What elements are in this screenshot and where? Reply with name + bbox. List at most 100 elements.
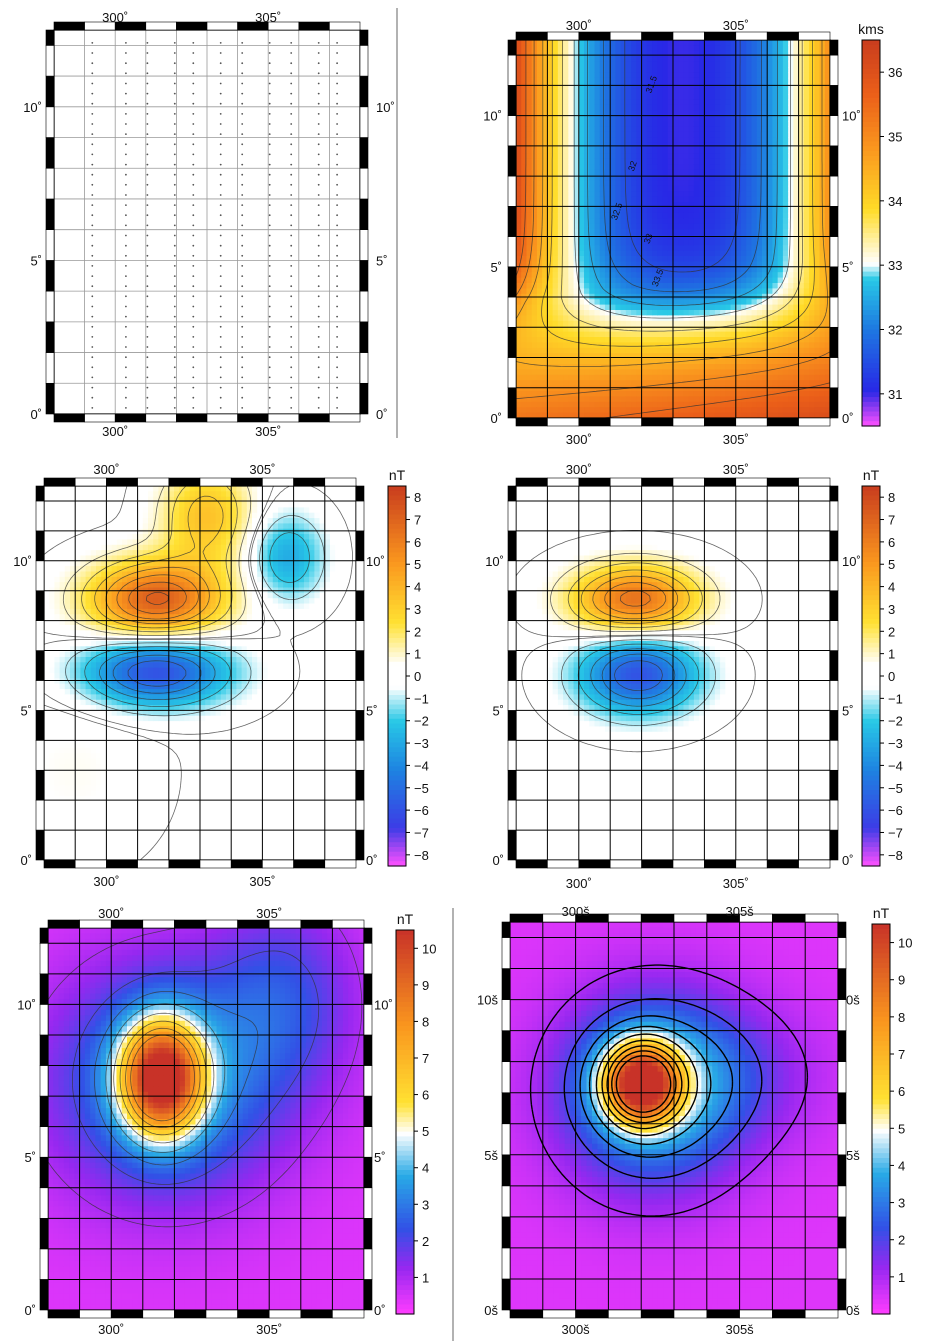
heat-cell — [568, 191, 574, 197]
survey-point — [91, 113, 93, 115]
heat-cell — [804, 153, 810, 159]
survey-point — [147, 72, 149, 74]
heat-cell — [673, 396, 679, 402]
heat-cell — [553, 391, 559, 397]
heat-cell — [704, 137, 710, 143]
heat-cell — [736, 402, 742, 408]
survey-point — [147, 295, 149, 297]
heat-cell — [526, 94, 532, 100]
heat-cell — [704, 224, 710, 230]
heat-cell — [563, 234, 569, 240]
survey-point — [241, 184, 243, 186]
heat-cell — [752, 386, 758, 392]
heat-cell — [652, 288, 658, 294]
heat-cell — [589, 213, 595, 219]
survey-point — [220, 245, 222, 247]
heat-cell — [600, 170, 606, 176]
heat-cell — [663, 364, 669, 370]
heat-cell — [621, 380, 627, 386]
heat-cell — [663, 234, 669, 240]
heat-cell — [778, 299, 784, 305]
survey-point — [91, 255, 93, 257]
heat-cell — [657, 191, 663, 197]
survey-point — [174, 316, 176, 318]
heat-cell — [778, 386, 784, 392]
heat-cell — [710, 105, 716, 111]
heat-cell — [516, 83, 522, 89]
heat-cell — [704, 164, 710, 170]
heat-cell — [615, 137, 621, 143]
heat-cell — [615, 332, 621, 338]
heat-cell — [710, 121, 716, 127]
heat-cell — [553, 337, 559, 343]
survey-point — [290, 377, 292, 379]
heat-cell — [615, 234, 621, 240]
heat-cell — [600, 51, 606, 57]
survey-point — [290, 204, 292, 206]
heat-cell — [799, 229, 805, 235]
heat-cell — [741, 197, 747, 203]
heat-cell — [595, 332, 601, 338]
heat-cell — [715, 105, 721, 111]
survey-point — [290, 306, 292, 308]
heat-cell — [589, 89, 595, 95]
heat-cell — [694, 164, 700, 170]
heat-cell — [568, 342, 574, 348]
heat-cell — [589, 191, 595, 197]
heat-cell — [516, 137, 522, 143]
heat-cell — [600, 94, 606, 100]
survey-point — [241, 52, 243, 54]
heat-cell — [788, 191, 794, 197]
heat-cell — [657, 159, 663, 165]
heat-cell — [621, 159, 627, 165]
survey-point — [269, 285, 271, 287]
heat-cell — [663, 67, 669, 73]
heat-cell — [558, 256, 564, 262]
heat-cell — [526, 67, 532, 73]
survey-point — [220, 295, 222, 297]
heat-cell — [647, 51, 653, 57]
heat-cell — [799, 121, 805, 127]
heat-cell — [778, 94, 784, 100]
heat-cell — [683, 391, 689, 397]
heat-cell — [568, 159, 574, 165]
heat-cell — [689, 353, 695, 359]
heat-cell — [746, 337, 752, 343]
frame-segment — [115, 414, 146, 422]
heat-cell — [589, 272, 595, 278]
survey-point — [336, 42, 338, 44]
heat-cell — [521, 197, 527, 203]
heat-cell — [678, 40, 684, 46]
heat-cell — [689, 186, 695, 192]
heat-cell — [804, 337, 810, 343]
heat-cell — [741, 94, 747, 100]
heat-cell — [558, 332, 564, 338]
heat-cell — [715, 348, 721, 354]
heat-cell — [610, 56, 616, 62]
heat-cell — [600, 186, 606, 192]
heat-cell — [720, 213, 726, 219]
heat-cell — [725, 170, 731, 176]
heat-cell — [631, 40, 637, 46]
heat-cell — [767, 126, 773, 132]
heat-cell — [710, 375, 716, 381]
heat-cell — [631, 332, 637, 338]
heat-cell — [720, 78, 726, 84]
heat-cell — [689, 159, 695, 165]
survey-point — [125, 356, 127, 358]
survey-point — [220, 83, 222, 85]
survey-point — [290, 255, 292, 257]
survey-point — [192, 154, 194, 156]
heat-cell — [725, 197, 731, 203]
heat-cell — [516, 105, 522, 111]
heat-cell — [736, 40, 742, 46]
heat-cell — [584, 224, 590, 230]
heat-cell — [532, 89, 538, 95]
heat-cell — [553, 380, 559, 386]
heat-cell — [563, 402, 569, 408]
heat-cell — [516, 240, 522, 246]
heat-cell — [783, 332, 789, 338]
heat-cell — [626, 245, 632, 251]
heat-cell — [673, 364, 679, 370]
heat-cell — [788, 375, 794, 381]
